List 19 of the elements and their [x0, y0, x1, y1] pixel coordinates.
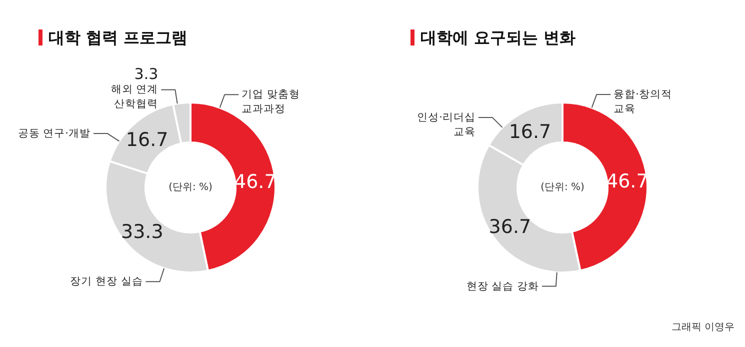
text: (단위: %): [168, 182, 213, 193]
slice-label: 기업 맞춤형 교과과정: [242, 88, 300, 115]
slice-label: 현장 실습 강화: [466, 280, 539, 292]
text: (단위: %): [540, 182, 585, 193]
slice-label: 장기 현장 실습: [70, 276, 143, 288]
slice-label: 융합·창의적 교육: [614, 88, 672, 115]
slice-label: 인성·리더십 교육: [417, 112, 476, 138]
text: 그래픽 이영우: [671, 322, 735, 333]
data-label: 33.3: [121, 220, 164, 243]
data-label: 46.7: [234, 170, 276, 193]
data-label: 46.7: [606, 170, 648, 193]
data-label: 36.7: [488, 216, 532, 238]
slice-label: 해외 연계 산학협력: [110, 84, 158, 110]
chart-title: 대학에 요구되는 변화: [420, 28, 576, 47]
chart-title: 대학 협력 프로그램: [48, 28, 188, 47]
data-label: 16.7: [126, 129, 168, 152]
data-label: 3.3: [134, 65, 158, 84]
slice-label: 공동 연구·개발: [18, 128, 91, 140]
data-label: 16.7: [508, 121, 552, 144]
